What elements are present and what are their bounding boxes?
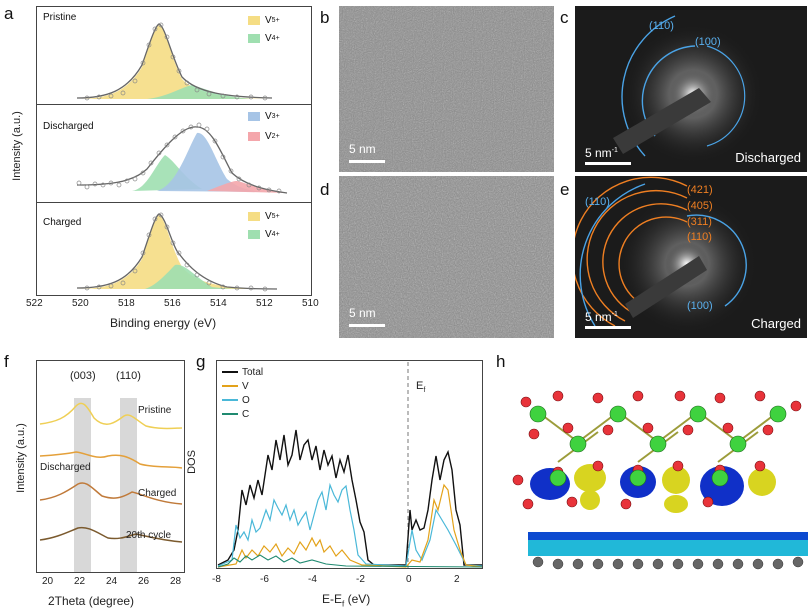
xrd-trace-label: Charged bbox=[138, 488, 177, 499]
dos-series-v bbox=[217, 483, 483, 568]
panel-label-b: b bbox=[320, 8, 330, 27]
xrd-peak-label: (003) bbox=[70, 370, 96, 382]
xps-xtick: 512 bbox=[256, 298, 273, 309]
scale-bar-label: 5 nm bbox=[349, 306, 376, 320]
saed-ring-label: (100) bbox=[695, 36, 721, 48]
legend-item: C bbox=[222, 408, 263, 422]
saed-ring-label-orange: (421) bbox=[687, 184, 713, 196]
xps-xtick: 522 bbox=[26, 298, 43, 309]
xps-panel: Pristine V 5+ V 4+ Discharged V 3+ V 2+ Char… bbox=[36, 6, 312, 296]
scale-bar-label: 5 nm-1 bbox=[585, 146, 618, 160]
dos-xaxis: -8 -6 -4 -2 0 2 bbox=[208, 574, 488, 586]
xps-ylabel: Intensity (a.u.) bbox=[11, 111, 23, 181]
xps-xtick: 510 bbox=[302, 298, 319, 309]
scale-bar bbox=[585, 162, 631, 165]
scale-bar bbox=[349, 160, 385, 163]
xrd-xtick: 28 bbox=[170, 576, 182, 587]
state-label: Charged bbox=[751, 316, 801, 331]
tem-image-charged: 5 nm bbox=[339, 176, 554, 338]
panel-label-e: e bbox=[560, 180, 570, 199]
saed-ring-label-orange: (311) bbox=[687, 216, 712, 228]
legend-item: V 5+ bbox=[248, 211, 280, 222]
dos-xtick: -6 bbox=[260, 574, 269, 585]
xps-spectrum-charged bbox=[76, 212, 278, 292]
xps-xtick: 514 bbox=[210, 298, 227, 309]
fermi-label: Ef bbox=[416, 380, 426, 395]
panel-label-d: d bbox=[320, 180, 330, 199]
xps-subplot-title: Pristine bbox=[43, 12, 77, 23]
saed-ring-label-orange: (110) bbox=[687, 231, 712, 243]
dos-legend: Total V O C bbox=[222, 366, 263, 422]
xrd-xtick: 22 bbox=[74, 576, 86, 587]
saed-ring-label-orange: (405) bbox=[687, 200, 713, 212]
xps-subplot-title: Discharged bbox=[43, 121, 94, 132]
dos-xtick: 0 bbox=[406, 574, 412, 585]
scale-bar-label: 5 nm-1 bbox=[585, 310, 618, 324]
scale-bar bbox=[349, 324, 385, 327]
scale-bar bbox=[585, 326, 631, 329]
panel-label-h: h bbox=[496, 352, 506, 371]
xps-xtick: 516 bbox=[164, 298, 181, 309]
xps-subplot-pristine: Pristine V 5+ V 4+ bbox=[37, 7, 311, 105]
saed-ring-label-blue: (110) bbox=[585, 196, 610, 208]
legend-item: V 4+ bbox=[248, 229, 280, 240]
xrd-xtick: 24 bbox=[106, 576, 118, 587]
xps-xlabel: Binding energy (eV) bbox=[110, 316, 217, 330]
xps-subplot-discharged: Discharged V 3+ V 2+ bbox=[37, 105, 311, 203]
xrd-xtick: 26 bbox=[138, 576, 150, 587]
legend-item: V 2+ bbox=[248, 131, 280, 142]
panel-label-g: g bbox=[196, 352, 206, 371]
dos-series-c bbox=[217, 554, 483, 568]
scale-bar-label: 5 nm bbox=[349, 142, 376, 156]
dos-xtick: -2 bbox=[356, 574, 365, 585]
xrd-trace-label: Discharged bbox=[40, 462, 91, 473]
tem-image-discharged: 5 nm bbox=[339, 6, 554, 172]
xrd-plot bbox=[36, 360, 185, 573]
panel-label-f: f bbox=[4, 352, 9, 371]
xrd-xlabel: 2Theta (degree) bbox=[48, 594, 135, 608]
dos-xlabel: E-Ef (eV) bbox=[322, 592, 371, 609]
legend-item: V 5+ bbox=[248, 15, 280, 26]
dos-series-o bbox=[217, 482, 483, 567]
xrd-xaxis: 20 22 24 26 28 bbox=[30, 576, 190, 588]
dos-xtick: -8 bbox=[212, 574, 221, 585]
legend-item: O bbox=[222, 394, 263, 408]
saed-ring-label: (110) bbox=[649, 20, 674, 32]
saed-ring-label-blue: (100) bbox=[687, 300, 713, 312]
xps-subplot-title: Charged bbox=[43, 217, 82, 228]
legend-item: V 3+ bbox=[248, 111, 280, 122]
xps-spectrum-pristine bbox=[76, 22, 273, 101]
xrd-xtick: 20 bbox=[42, 576, 54, 587]
dos-chart bbox=[216, 360, 483, 569]
xps-xaxis: 522 520 518 516 514 512 510 bbox=[26, 298, 322, 312]
xps-xtick: 520 bbox=[72, 298, 89, 309]
panel-label-c: c bbox=[560, 8, 569, 27]
dos-ylabel: DOS bbox=[185, 450, 198, 474]
legend-item: V bbox=[222, 380, 263, 394]
dos-xtick: 2 bbox=[454, 574, 460, 585]
dos-xtick: -4 bbox=[308, 574, 317, 585]
xps-xtick: 518 bbox=[118, 298, 135, 309]
saed-pattern-discharged: (110) (100) 5 nm-1 Discharged bbox=[575, 6, 807, 172]
legend-item: V 4+ bbox=[248, 33, 280, 44]
xrd-peak-label: (110) bbox=[116, 370, 141, 382]
saed-pattern-charged: (421) (405) (311) (110) (110) (100) 5 nm… bbox=[575, 176, 807, 338]
legend-item: Total bbox=[222, 366, 263, 380]
panel-label-a: a bbox=[4, 4, 14, 23]
atomic-structure-model bbox=[512, 390, 808, 570]
xrd-trace-label: Pristine bbox=[138, 405, 172, 416]
xps-subplot-charged: Charged V 5+ V 4+ bbox=[37, 203, 311, 295]
state-label: Discharged bbox=[735, 150, 801, 165]
xps-spectrum-discharged bbox=[76, 122, 288, 194]
dos-series-total bbox=[217, 429, 482, 566]
xrd-trace-label: 20th cycle bbox=[126, 530, 172, 541]
xrd-ylabel: Intensity (a.u.) bbox=[15, 423, 27, 493]
